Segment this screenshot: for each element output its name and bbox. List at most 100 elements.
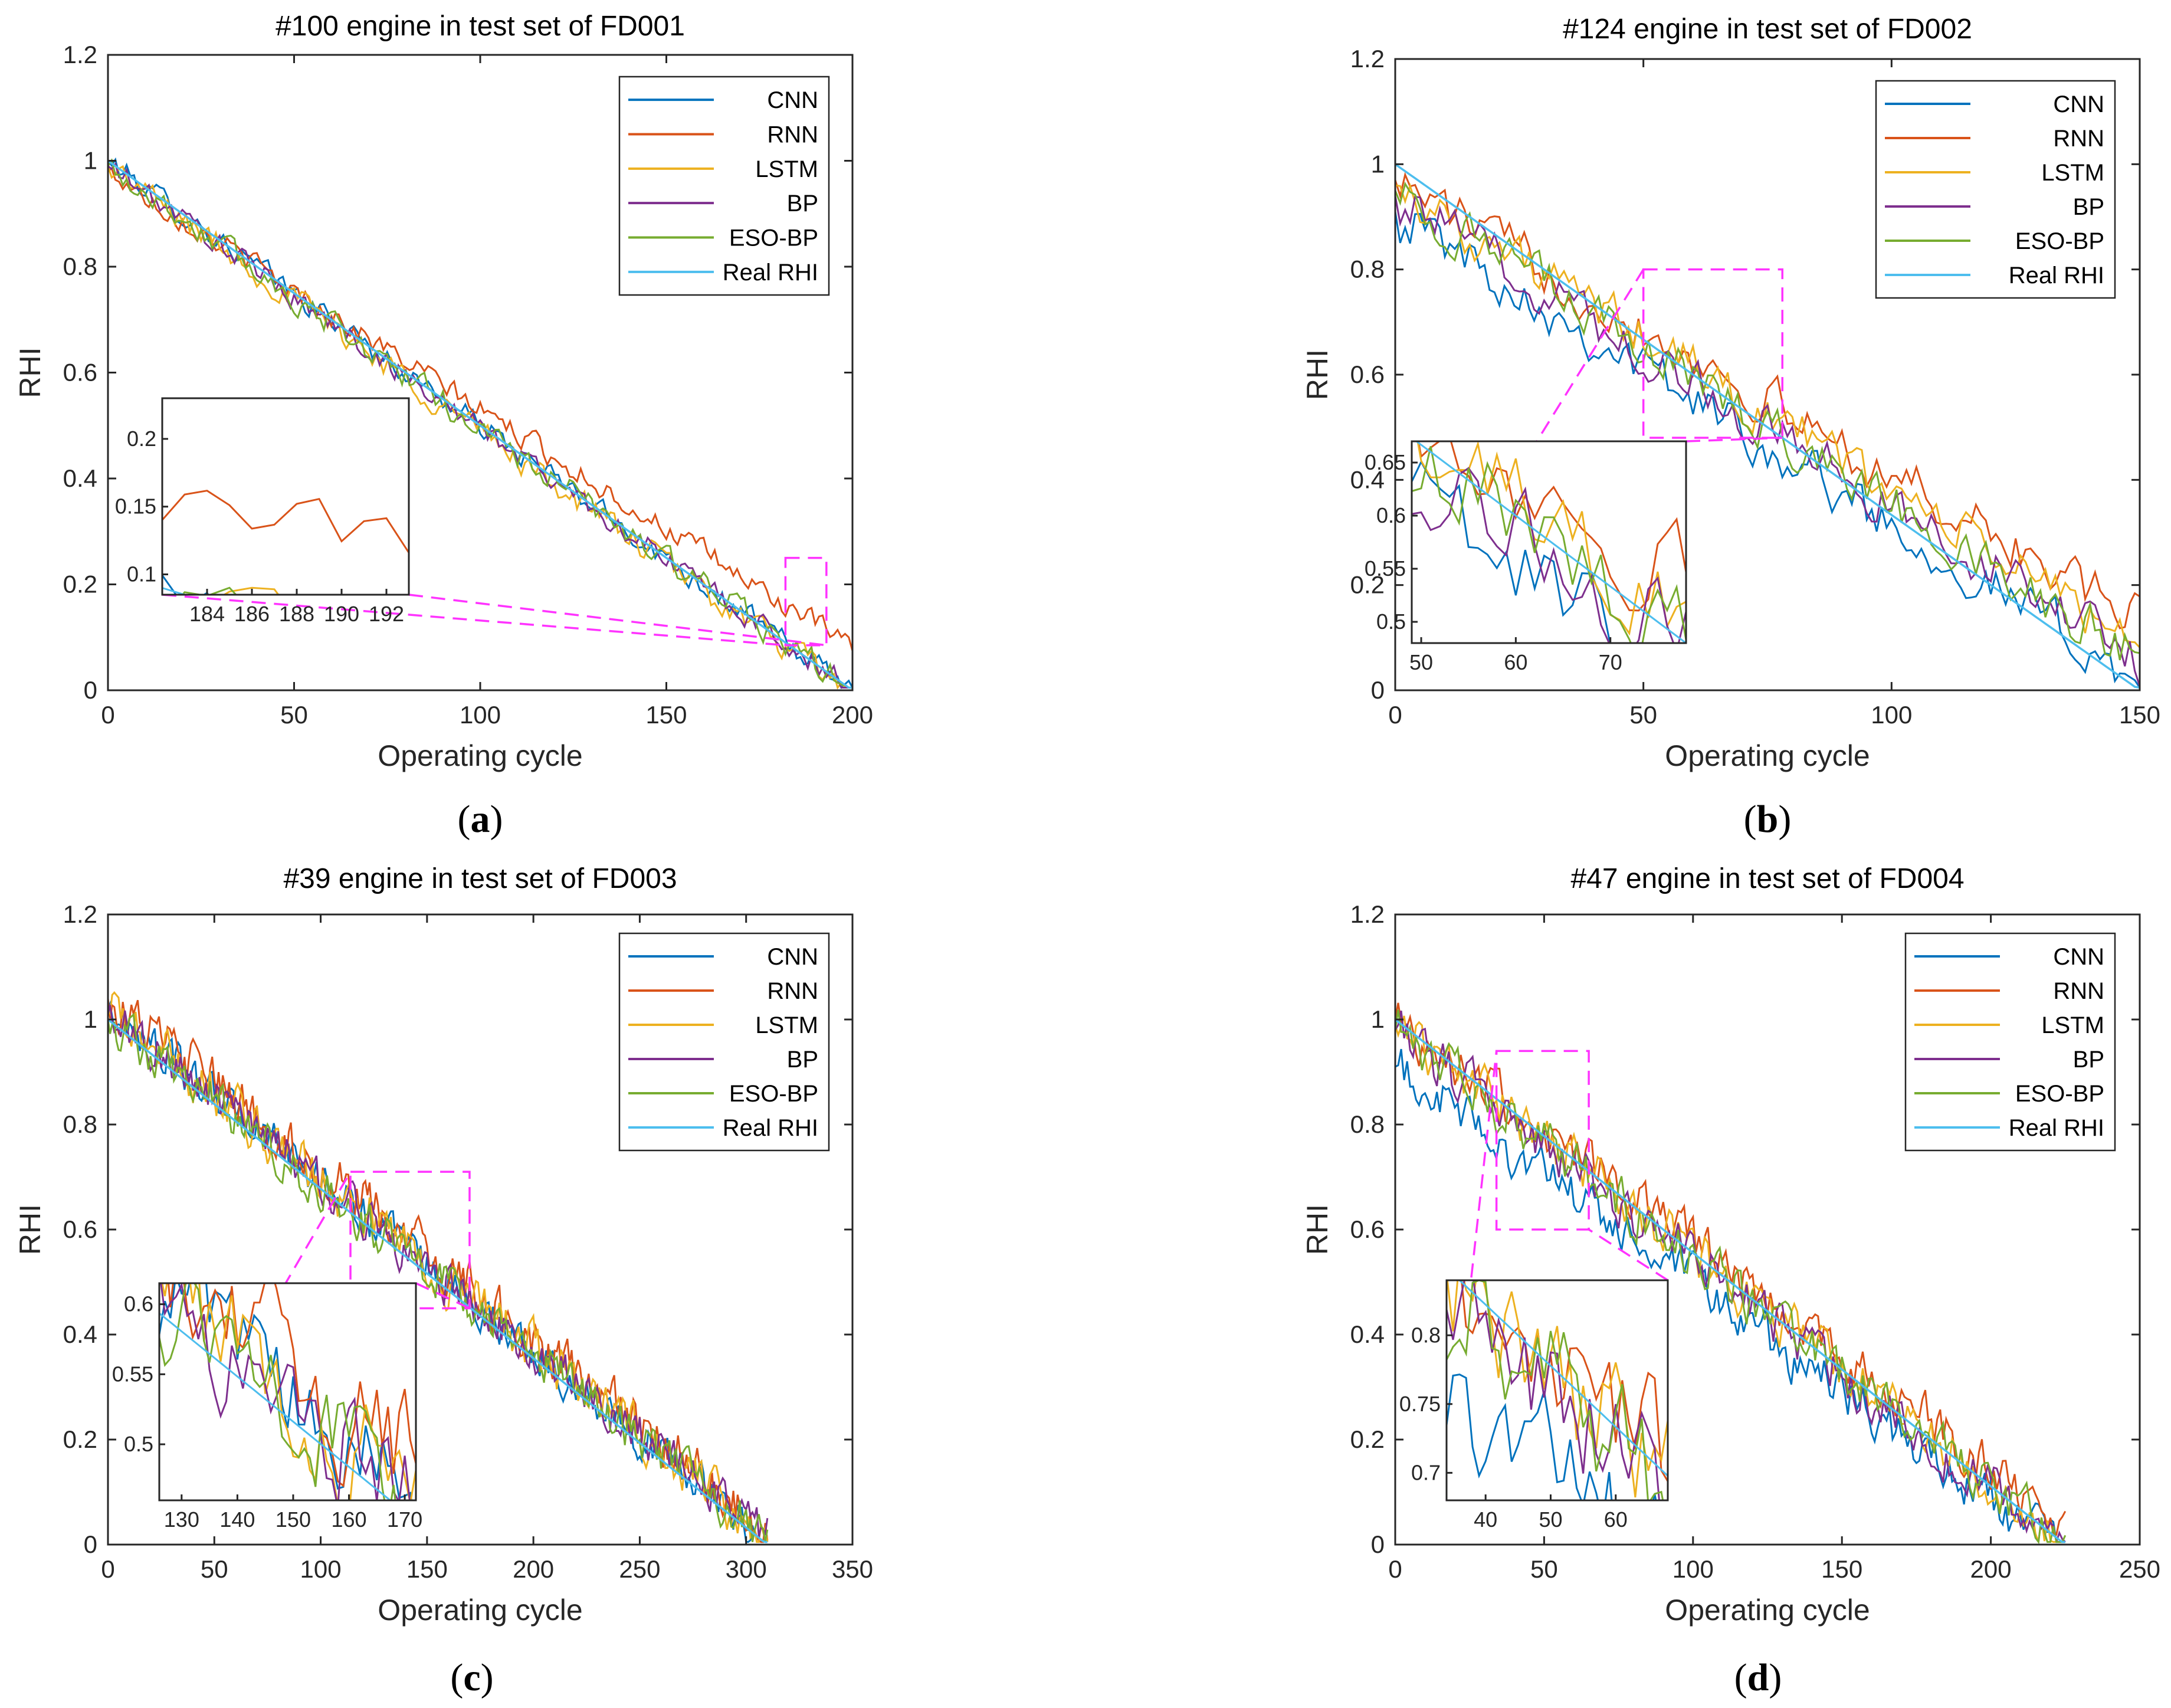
inset-x-tick-label: 60 [1504, 650, 1527, 674]
legend-label: RNN [767, 978, 818, 1004]
legend-label: RNN [2053, 126, 2104, 152]
x-tick-label: 0 [101, 701, 114, 729]
inset-x-tick-label: 192 [369, 602, 404, 626]
caption-part: ( [458, 798, 471, 841]
y-tick-label: 0.4 [63, 464, 97, 492]
y-tick-label: 0.8 [1350, 255, 1385, 283]
inset-x-tick-label: 170 [387, 1507, 422, 1532]
legend-box [618, 76, 830, 296]
legend: CNN RNN LSTM BP ESO-BP Real RHI [618, 76, 830, 296]
x-axis-title: Operating cycle [378, 739, 582, 772]
inset-x-tick-label: 184 [189, 602, 225, 626]
series-line-eso-bp [108, 1012, 769, 1542]
inset-x-tick-label: 130 [164, 1507, 199, 1532]
series-line-rnn [1395, 172, 2140, 630]
legend-label: ESO-BP [2015, 1081, 2104, 1107]
inset-x-tick-label: 150 [276, 1507, 311, 1532]
inset-background [162, 398, 409, 595]
y-tick-label: 0.4 [1350, 465, 1385, 493]
inset-series-line-eso-bp [159, 1283, 396, 1500]
caption-part: ) [490, 798, 503, 841]
legend-label: BP [787, 191, 818, 217]
zoom-region [1495, 1050, 1590, 1231]
inset-frame [161, 397, 410, 596]
x-tick-label: 150 [645, 701, 687, 729]
series-line-cnn [1395, 1048, 2065, 1543]
inset-series-group [159, 1283, 416, 1500]
x-tick-label: 100 [300, 1555, 342, 1583]
panel-caption: (d) [1734, 1656, 1782, 1699]
legend: CNN RNN LSTM BP ESO-BP Real RHI [1904, 932, 2116, 1152]
legend-box [618, 932, 830, 1152]
caption-part: a [471, 798, 490, 841]
y-tick-label: 1.2 [63, 41, 97, 68]
series-line-lstm [1395, 183, 2140, 648]
legend-label: LSTM [755, 156, 818, 182]
caption-part: c [463, 1656, 480, 1699]
zoom-connector [1588, 1228, 1668, 1281]
legend-label: Real RHI [723, 1115, 818, 1141]
legend-label: ESO-BP [729, 225, 818, 251]
x-tick-label: 0 [1388, 701, 1402, 729]
legend-label: CNN [767, 87, 818, 113]
inset-x-tick-label: 40 [1474, 1507, 1497, 1532]
y-tick-label: 0 [84, 676, 97, 704]
series-group [1395, 163, 2140, 689]
panel-caption: (a) [458, 798, 503, 841]
x-tick-label: 150 [406, 1555, 448, 1583]
y-tick-label: 1 [1371, 150, 1385, 178]
y-tick-label: 1 [84, 147, 97, 175]
chart-panel-c: #39 engine in test set of FD003 0 50 100 150… [14, 863, 873, 1699]
legend-label: CNN [2053, 91, 2104, 117]
series-line-eso-bp [1395, 181, 2140, 661]
inset-y-tick-label: 0.75 [1399, 1392, 1441, 1416]
inset-x-tick-label: 186 [234, 602, 270, 626]
y-axis-title: RHI [1301, 1204, 1334, 1255]
inset-y-tick-label: 0.2 [127, 427, 156, 451]
y-tick-label: 0.6 [1350, 1215, 1385, 1243]
inset-y-tick-label: 0.6 [1376, 503, 1406, 527]
x-tick-label: 50 [1629, 701, 1657, 729]
x-tick-label: 300 [726, 1555, 767, 1583]
series-line-real-rhi [108, 160, 852, 689]
inset-series-line-cnn [159, 1283, 412, 1500]
legend-label: Real RHI [2009, 1115, 2104, 1141]
chart-title: #124 engine in test set of FD002 [1563, 14, 1972, 45]
inset-series-line-rnn [168, 1283, 416, 1488]
caption-part: ( [1744, 798, 1757, 841]
x-tick-label: 350 [832, 1555, 873, 1583]
inset-series-line-bp [1447, 1280, 1668, 1500]
inset-y-tick-label: 0.1 [127, 562, 156, 586]
legend-label: Real RHI [723, 260, 818, 286]
x-tick-label: 100 [1871, 701, 1912, 729]
inset-axes: 130 140 150 160 170 0.5 0.55 0.6 [112, 1282, 422, 1532]
inset-x-tick-label: 188 [279, 602, 314, 626]
legend-label: ESO-BP [2015, 228, 2104, 254]
inset-x-tick-label: 70 [1599, 650, 1622, 674]
caption-part: b [1757, 798, 1779, 841]
x-axis-title: Operating cycle [378, 1594, 582, 1627]
series-group [108, 991, 769, 1543]
legend-label: LSTM [2041, 160, 2104, 186]
legend-label: ESO-BP [729, 1081, 818, 1107]
inset-x-tick-label: 160 [331, 1507, 366, 1532]
inset-series-group [1447, 1280, 1668, 1500]
inset-y-tick-label: 0.55 [112, 1362, 153, 1386]
zoom-region [784, 556, 828, 647]
inset-series-line-bp [160, 1283, 411, 1500]
chart-title: #100 engine in test set of FD001 [276, 11, 685, 42]
chart-panel-a: #100 engine in test set of FD001 0 50 100 15… [14, 11, 873, 841]
legend-label: LSTM [2041, 1012, 2104, 1038]
caption-part: ) [1769, 1656, 1782, 1699]
inset-x-tick-label: 140 [219, 1507, 255, 1532]
series-group [108, 157, 852, 690]
x-tick-label: 200 [1970, 1555, 2012, 1583]
y-tick-label: 1.2 [1350, 45, 1385, 73]
y-tick-label: 1 [84, 1005, 97, 1033]
series-group [1395, 1002, 2067, 1545]
legend-label: CNN [2053, 944, 2104, 970]
inset-series-line-cnn [1447, 1373, 1657, 1500]
inset-y-tick-label: 0.6 [124, 1292, 153, 1316]
